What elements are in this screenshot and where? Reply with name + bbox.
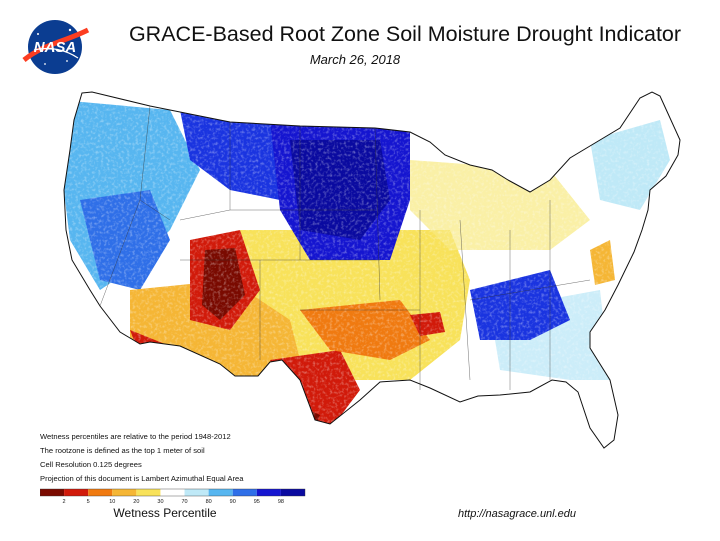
note-line: Wetness percentiles are relative to the … — [40, 432, 231, 441]
legend-swatch — [232, 489, 257, 496]
legend-tick-label: 10 — [109, 499, 115, 505]
note-line: Cell Resolution 0.125 degrees — [40, 460, 142, 469]
legend-tick-label: 20 — [133, 499, 139, 505]
legend-title: Wetness Percentile — [113, 506, 217, 520]
legend-swatch — [256, 489, 281, 496]
wetness-percentile-legend: 2 5 10 20 30 70 80 90 95 98 — [40, 488, 306, 505]
legend-swatch — [160, 489, 185, 496]
legend-tick-label: 98 — [278, 499, 284, 505]
legend-swatch — [40, 489, 65, 496]
source-url: http://nasagrace.unl.edu — [458, 508, 577, 520]
map-date: March 26, 2018 — [309, 52, 401, 67]
conus-soil-moisture-map — [63, 91, 681, 449]
legend-tick-label: 2 — [63, 499, 66, 505]
legend-swatch — [136, 489, 161, 496]
legend-tick-label: 5 — [87, 499, 90, 505]
legend-swatch — [184, 489, 209, 496]
legend-frame — [40, 488, 306, 497]
legend-tick-label: 90 — [230, 499, 236, 505]
nasa-logo: NASA — [22, 20, 90, 74]
map-outline — [63, 91, 681, 449]
note-line: Projection of this document is Lambert A… — [40, 474, 244, 483]
legend-swatch — [112, 489, 137, 496]
legend-tick-label: 30 — [157, 499, 163, 505]
legend-tick-label: 70 — [181, 499, 187, 505]
legend-swatch — [208, 489, 233, 496]
note-line: The rootzone is defined as the top 1 met… — [40, 446, 205, 455]
page-title: GRACE-Based Root Zone Soil Moisture Drou… — [128, 22, 682, 46]
legend-tick-label: 80 — [206, 499, 212, 505]
legend-swatch — [64, 489, 89, 496]
legend-swatch — [280, 489, 305, 496]
legend-tick-label: 95 — [254, 499, 260, 505]
nasa-logo-text: NASA — [34, 39, 77, 56]
state-boundaries — [99, 105, 591, 390]
map-notes: Wetness percentiles are relative to the … — [40, 430, 243, 486]
legend-swatch — [88, 489, 113, 496]
